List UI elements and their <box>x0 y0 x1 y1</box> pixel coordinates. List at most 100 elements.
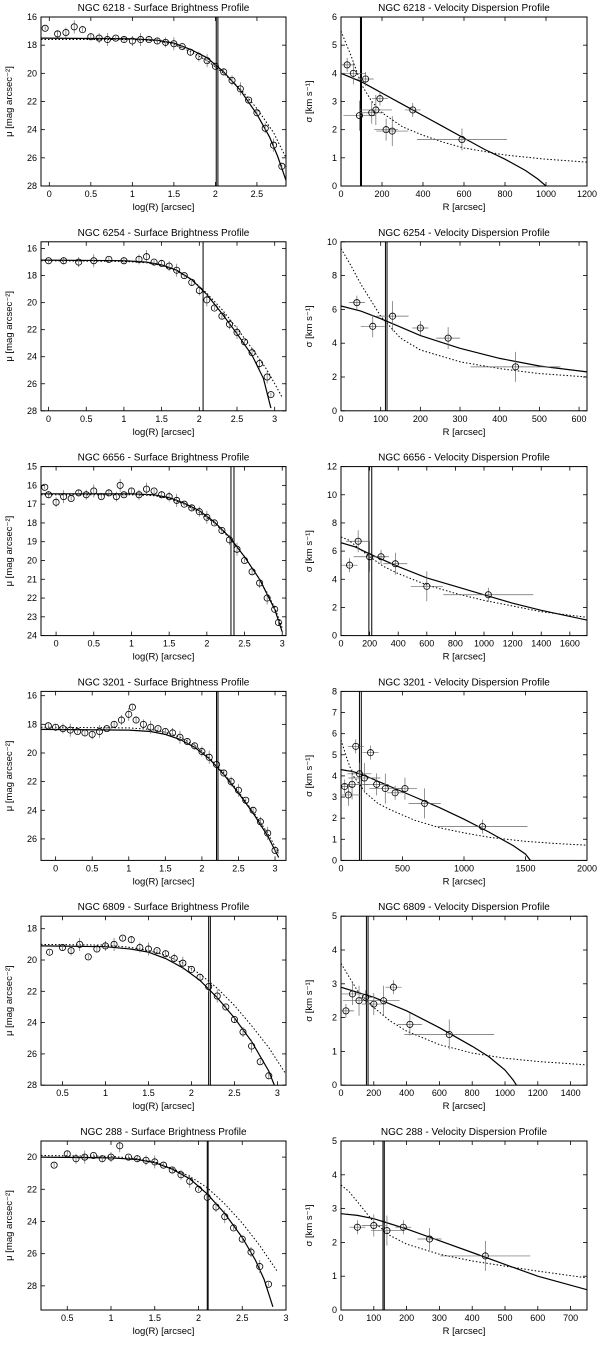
data-point <box>423 582 431 590</box>
x-tick-label: 0 <box>338 639 343 649</box>
data-point <box>406 1020 414 1028</box>
data-point <box>107 1153 115 1161</box>
data-point <box>349 69 357 77</box>
data-point <box>353 299 361 307</box>
x-axis-label: R [arcsec] <box>443 1101 486 1112</box>
x-tick-label: 2.5 <box>251 189 264 199</box>
y-tick-label: 24 <box>27 631 37 641</box>
y-tick-label: 5 <box>332 40 337 50</box>
x-tick-label: 800 <box>465 1088 480 1098</box>
data-point <box>195 508 203 516</box>
data-point <box>205 753 213 761</box>
data-point <box>127 936 135 944</box>
y-tick-label: 6 <box>332 546 337 556</box>
model-curve-solid <box>341 72 547 186</box>
data-point <box>220 769 228 777</box>
y-tick-label: 22 <box>27 593 37 603</box>
plot-area <box>341 17 587 186</box>
y-tick-label: 1 <box>332 153 337 163</box>
data-point <box>136 943 144 951</box>
x-tick-label: 600 <box>530 1313 545 1323</box>
x-tick-label: 1000 <box>495 1088 515 1098</box>
x-axis-label: log(R) [arcsec] <box>133 652 195 663</box>
x-tick-label: 0.5 <box>85 189 98 199</box>
y-tick-label: 4 <box>332 338 337 348</box>
x-tick-label: 2.5 <box>236 1313 249 1323</box>
y-axis-label: σ [km s⁻¹] <box>304 755 315 797</box>
data-point <box>256 818 264 826</box>
plot-area <box>341 1141 587 1310</box>
data-point <box>154 725 162 733</box>
x-tick-label: 1000 <box>454 863 474 873</box>
data-point <box>161 728 169 736</box>
data-point <box>256 359 264 367</box>
data-point <box>117 716 125 724</box>
y-tick-label: 26 <box>27 153 37 163</box>
data-point <box>426 1235 434 1243</box>
data-point <box>74 728 82 736</box>
data-point <box>373 780 381 788</box>
plot-frame <box>340 915 588 1086</box>
plot-frame <box>340 466 588 637</box>
y-tick-label: 0 <box>332 855 337 865</box>
data-point <box>120 257 128 265</box>
y-tick-label: 19 <box>27 537 37 547</box>
data-point <box>264 829 272 837</box>
x-tick-label: 500 <box>532 414 547 424</box>
data-point <box>98 1155 106 1163</box>
data-point <box>105 489 113 497</box>
y-axis-label: σ [km s⁻¹] <box>304 80 315 122</box>
y-tick-label: 2 <box>332 1237 337 1247</box>
model-curve-solid <box>341 769 531 861</box>
x-tick-label: 1500 <box>515 863 535 873</box>
data-point <box>186 48 194 56</box>
model-curve-dotted <box>341 963 587 1066</box>
y-tick-label: 20 <box>27 298 37 308</box>
data-point <box>150 487 158 495</box>
x-tick-label: 200 <box>366 1088 381 1098</box>
data-point <box>247 1248 255 1256</box>
y-axis-label: σ [km s⁻¹] <box>304 1204 315 1246</box>
data-point <box>203 296 211 304</box>
data-point <box>188 278 196 286</box>
x-tick-label: 0 <box>46 414 51 424</box>
data-point <box>256 1263 264 1271</box>
y-tick-label: 26 <box>27 379 37 389</box>
model-curve-dotted <box>341 536 587 618</box>
data-point <box>399 1223 407 1231</box>
data-point <box>135 255 143 263</box>
data-point <box>137 36 145 44</box>
data-point <box>158 491 166 499</box>
data-point <box>81 1153 89 1161</box>
data-point <box>119 934 127 942</box>
data-point <box>87 33 95 41</box>
y-tick-label: 22 <box>27 97 37 107</box>
x-tick-label: 0 <box>338 1088 343 1098</box>
data-point <box>367 749 375 757</box>
data-point <box>179 959 187 967</box>
y-tick-label: 4 <box>332 771 337 781</box>
data-point <box>239 1028 247 1036</box>
chart-title: NGC 6218 - Surface Brightness Profile <box>78 3 250 14</box>
data-point <box>165 493 173 501</box>
x-tick-label: 0.5 <box>80 414 93 424</box>
x-tick-label: 0 <box>53 863 58 873</box>
x-tick-label: 0.5 <box>56 1088 69 1098</box>
data-point <box>125 1153 133 1161</box>
x-tick-label: 300 <box>453 414 468 424</box>
y-axis-label: μ [mag arcsec⁻²] <box>4 291 15 362</box>
y-tick-label: 24 <box>27 1018 37 1028</box>
y-tick-label: 28 <box>27 181 37 191</box>
y-tick-label: 24 <box>27 352 37 362</box>
x-axis-label: R [arcsec] <box>443 876 486 887</box>
chart-title: NGC 288 - Velocity Dispersion Profile <box>381 1127 548 1138</box>
data-point <box>481 1252 489 1260</box>
data-point <box>225 320 233 328</box>
y-tick-label: 3 <box>332 1204 337 1214</box>
data-point <box>88 730 96 738</box>
data-point <box>401 785 409 793</box>
data-point <box>241 338 249 346</box>
y-tick-label: 5 <box>332 1136 337 1146</box>
y-tick-label: 20 <box>27 68 37 78</box>
data-point <box>245 96 253 104</box>
